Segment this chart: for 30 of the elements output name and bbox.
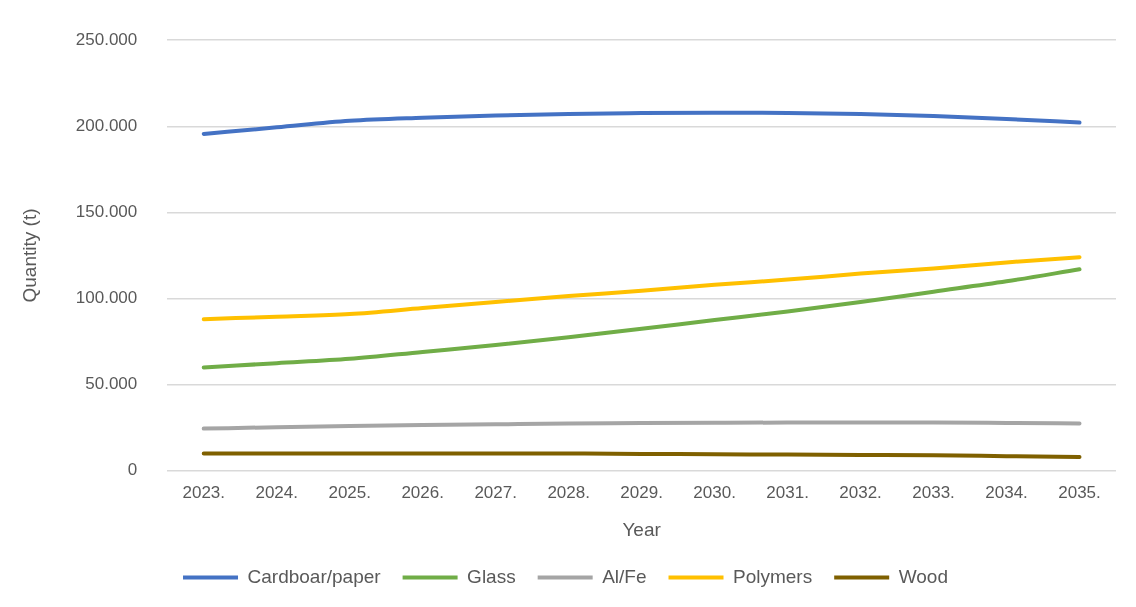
x-axis-title: Year bbox=[622, 518, 662, 540]
x-tick-label: 2024. bbox=[255, 482, 298, 502]
y-tick-label: 0 bbox=[127, 460, 138, 480]
y-axis-title: Quantity (t) bbox=[18, 208, 40, 303]
line-series bbox=[201, 267, 1082, 370]
line-series bbox=[201, 110, 1082, 136]
x-tick-label: 2035. bbox=[1058, 482, 1101, 502]
legend-label: Cardboar/paper bbox=[247, 565, 382, 587]
x-tick-label: 2023. bbox=[182, 482, 226, 502]
line-series bbox=[201, 255, 1082, 322]
legend-label: Polymers bbox=[733, 565, 813, 587]
x-tick-label: 2032. bbox=[839, 482, 882, 502]
x-tick-label: 2034. bbox=[985, 482, 1028, 502]
y-tick-label: 100.000 bbox=[75, 288, 138, 308]
x-tick-label: 2030. bbox=[693, 482, 736, 502]
x-tick-label: 2026. bbox=[401, 482, 444, 502]
y-tick-label: 200.000 bbox=[75, 116, 138, 136]
y-tick-label: 250.000 bbox=[75, 29, 138, 49]
x-tick-label: 2031. bbox=[766, 482, 809, 502]
y-tick-label: 50.000 bbox=[85, 374, 138, 394]
legend-label: Wood bbox=[898, 565, 948, 587]
x-tick-label: 2033. bbox=[912, 482, 955, 502]
line-series bbox=[201, 420, 1082, 431]
legend-label: Al/Fe bbox=[602, 565, 647, 587]
x-tick-label: 2027. bbox=[474, 482, 517, 502]
x-tick-label: 2029. bbox=[620, 482, 663, 502]
x-tick-label: 2028. bbox=[547, 482, 590, 502]
x-tick-label: 2025. bbox=[328, 482, 371, 502]
y-tick-label: 150.000 bbox=[75, 202, 138, 222]
legend-label: Glass bbox=[467, 565, 516, 587]
